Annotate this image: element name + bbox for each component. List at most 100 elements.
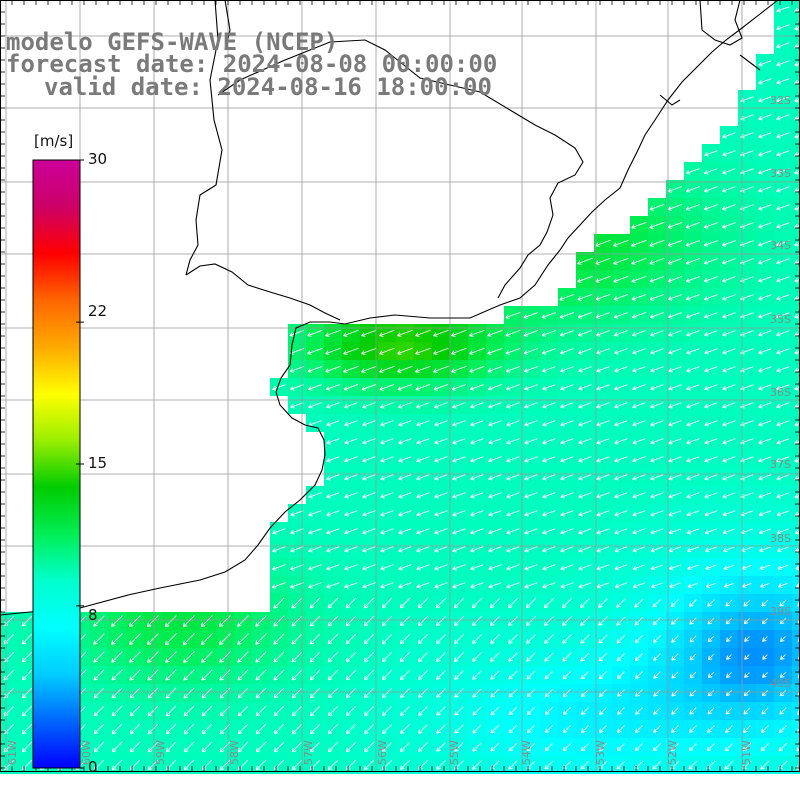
wind-arrow [416,492,430,499]
wind-arrow [722,402,736,409]
wind-arrow [470,492,484,499]
wind-arrow [524,474,538,481]
wind-arrow [379,347,395,355]
wind-arrow [325,384,340,391]
wind-arrow [776,24,790,31]
wind-arrow [380,474,394,481]
wind-arrow [434,492,448,499]
wind-arrow [344,438,358,445]
wind-arrow [668,330,682,337]
wind-arrow [487,347,503,355]
wind-arrow [578,348,592,355]
wind-arrow [362,456,376,463]
wind-arrow [433,365,449,373]
wind-arrow [560,438,574,445]
wind-cell [792,738,800,756]
wind-arrow [307,347,323,355]
wind-arrow [506,474,520,481]
wind-arrow [794,421,800,427]
wind-arrow [380,456,394,463]
wind-arrow [758,168,772,175]
wind-arrow [776,204,790,211]
wind-arrow [595,330,610,337]
wind-arrow [631,221,647,229]
wind-arrow [398,420,412,427]
wind-arrow [722,384,736,391]
wind-arrow [470,438,484,445]
wind-arrow [776,96,790,103]
wind-arrow [668,420,682,427]
wind-arrow [488,384,502,391]
wind-arrow [542,402,556,409]
wind-arrow [685,186,700,193]
wind-arrow [685,240,701,247]
wind-arrow [685,222,701,229]
wind-arrow [649,276,665,283]
wind-arrow [776,474,790,481]
wind-arrow [721,258,736,265]
wind-arrow [667,294,682,301]
wind-arrow [614,330,628,337]
colorbar [32,159,84,769]
latitude-label: 37S [770,458,791,471]
wind-arrow [542,366,556,373]
wind-arrow [721,240,736,247]
wind-arrow [451,384,467,391]
wind-arrow [398,456,412,463]
wind-arrow [577,312,593,319]
wind-arrow [758,258,772,265]
wind-arrow [434,438,448,445]
wind-arrow [794,25,800,31]
wind-arrow [434,456,448,463]
wind-arrow [523,330,539,337]
wind-arrow [505,329,521,337]
latitude-label: 36S [770,386,791,399]
wind-arrow [451,365,467,373]
wind-arrow [776,402,790,409]
wind-arrow [434,474,448,481]
longitude-label: 52W [666,740,679,765]
wind-arrow [524,384,538,391]
wind-arrow [650,402,664,409]
wind-arrows [3,6,800,771]
latitude-label: 35S [770,313,791,326]
wind-arrow [758,78,772,85]
wind-arrow [326,402,340,409]
wind-arrow [559,330,574,337]
wind-arrow [686,456,700,463]
wind-arrow [307,384,322,391]
longitude-label: 51W [740,740,753,765]
wind-arrow [344,402,358,409]
wind-arrow [776,78,790,85]
wind-arrow [361,347,377,355]
wind-cell [792,756,800,774]
wind-arrow [560,420,574,427]
wind-arrow [415,347,431,355]
wind-arrow [577,275,593,283]
wind-arrow [307,329,323,337]
wind-cell [792,702,800,720]
wind-arrow [758,150,772,157]
wind-arrow [650,330,664,337]
wind-arrow [578,420,592,427]
wind-arrow [560,348,574,355]
wind-arrow [506,438,520,445]
wind-arrow [362,438,376,445]
wind-arrow [578,384,592,391]
wind-arrow [758,132,772,139]
latitude-label: 40S [770,677,791,690]
wind-arrow [416,420,430,427]
wind-arrow [776,60,790,67]
wind-arrow [578,492,592,499]
wind-arrow [524,456,538,463]
wind-arrow [344,492,358,499]
wind-arrow [758,348,772,355]
wind-arrow [758,312,772,319]
wind-arrow [776,384,790,391]
wind-arrow [686,312,700,319]
wind-arrow [523,348,539,355]
wind-arrow [631,294,647,301]
wind-cell [792,486,800,504]
wind-cell [792,594,800,612]
wind-arrow [758,456,772,463]
